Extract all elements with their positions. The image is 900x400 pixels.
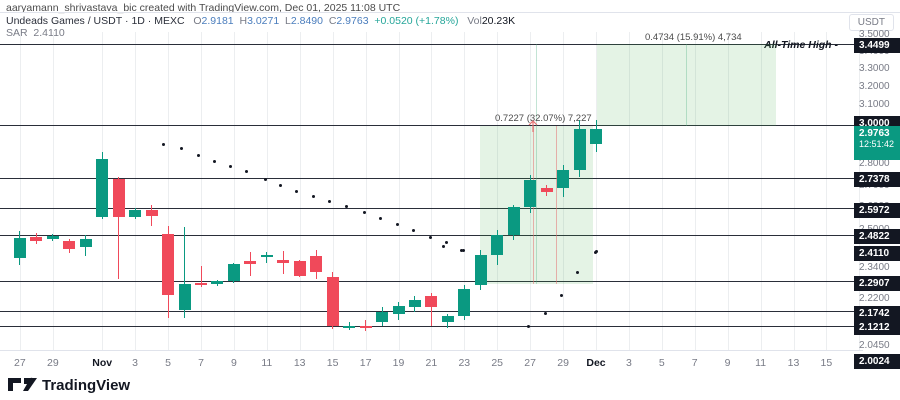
svg-text:TradingView: TradingView <box>42 377 130 394</box>
